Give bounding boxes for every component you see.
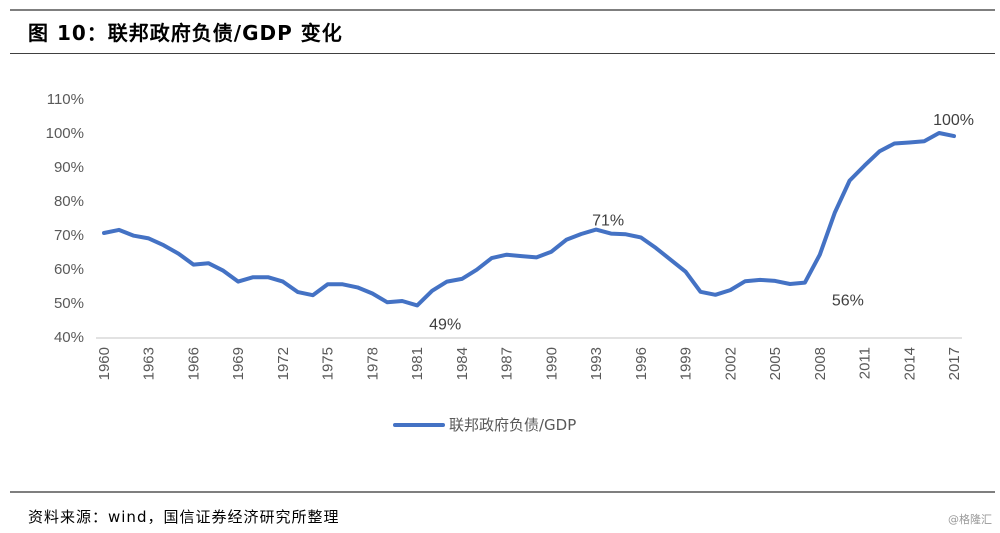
x-tick-label: 1966 [185, 347, 202, 380]
y-tick-label: 70% [54, 227, 84, 244]
x-tick-label: 1981 [409, 347, 426, 380]
x-tick-label: 1969 [230, 347, 247, 380]
x-tick-label: 1963 [141, 347, 158, 380]
y-tick-label: 50% [54, 295, 84, 312]
x-tick-label: 2014 [901, 347, 918, 380]
x-tick-label: 2008 [812, 347, 829, 380]
y-tick-label: 110% [47, 91, 84, 108]
top-rule [10, 9, 995, 11]
watermark: @格隆汇 [948, 513, 992, 526]
y-tick-label: 40% [54, 329, 84, 346]
y-tick-label: 100% [46, 125, 84, 142]
y-tick-label: 60% [54, 261, 84, 278]
series-line [102, 131, 956, 308]
x-tick-label: 2011 [857, 347, 874, 379]
data-label: 100% [933, 112, 974, 129]
title-rule [10, 53, 995, 54]
x-tick-label: 1960 [96, 347, 113, 380]
x-tick-label: 1996 [633, 347, 650, 380]
x-tick-label: 1999 [678, 347, 695, 380]
bottom-rule [10, 491, 995, 493]
x-tick-label: 1984 [454, 347, 471, 380]
x-tick-label: 1993 [588, 347, 605, 380]
legend-label: 联邦政府负债/GDP [449, 416, 576, 434]
x-tick-label: 1978 [364, 347, 381, 380]
data-label: 49% [429, 316, 461, 333]
x-tick-label: 2002 [722, 347, 739, 380]
x-tick-label: 1987 [499, 347, 516, 380]
y-tick-label: 80% [54, 193, 84, 210]
data-label: 56% [832, 293, 864, 310]
source-note: 资料来源：wind，国信证券经济研究所整理 [28, 508, 340, 526]
x-tick-label: 2017 [946, 347, 963, 380]
data-label: 71% [592, 213, 624, 230]
x-tick-label: 1972 [275, 347, 292, 380]
x-tick-label: 1975 [320, 347, 337, 380]
y-tick-label: 90% [54, 159, 84, 176]
x-tick-label: 1990 [543, 347, 560, 380]
x-tick-label: 2005 [767, 347, 784, 380]
figure-title: 图 10：联邦政府负债/GDP 变化 [28, 21, 343, 45]
